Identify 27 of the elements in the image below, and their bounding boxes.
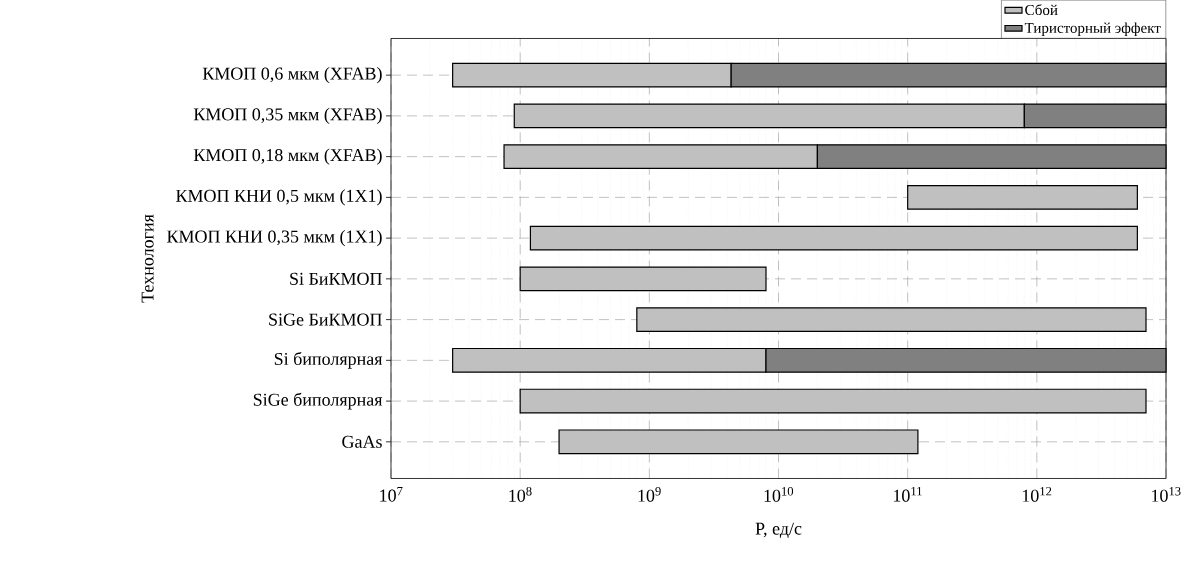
x-tick-label: 10$^{8}$	[509, 486, 532, 502]
y-tick-label: Si БиКМОП	[290, 272, 382, 285]
legend-label: Тиристорный эффект	[1024, 22, 1161, 36]
bar	[558, 429, 919, 454]
bar	[519, 266, 767, 292]
y-tick-label: КМОП 0,6 мкм (XFAB)	[202, 66, 382, 84]
y-tick-label: КМОП КНИ 0,5 мкм (1Х1)	[176, 188, 382, 206]
y-tick-label: КМОП КНИ 0,35 мкм (1Х1)	[167, 229, 382, 247]
legend-label: Сбой	[1025, 3, 1058, 15]
x-tick-label: 10$^{7}$	[380, 486, 403, 502]
bar	[907, 184, 1138, 210]
bar	[636, 306, 1147, 332]
y-tick-label: Si биполярная	[274, 351, 383, 369]
y-axis-title: Технология	[141, 214, 154, 303]
y-tick-label: GaAs	[342, 435, 382, 448]
x-tick-label: 10$^{11}$	[893, 486, 922, 502]
y-tick-label: SiGe биполярная	[253, 392, 383, 410]
x-axis-title: P, ед/с	[755, 522, 802, 538]
bar	[529, 225, 1138, 251]
x-tick-label: 10$^{12}$	[1022, 486, 1052, 502]
x-tick-label: 10$^{10}$	[764, 486, 794, 502]
x-tick-label: 10$^{13}$	[1152, 486, 1181, 502]
x-tick-label: 10$^{9}$	[638, 486, 661, 502]
y-tick-label: КМОП 0,18 мкм (XFAB)	[193, 148, 382, 165]
y-tick-label: SiGe БиКМОП	[269, 313, 382, 326]
y-tick-label: КМОП 0,35 мкм (XFAB)	[193, 107, 382, 124]
bar	[519, 388, 1147, 414]
